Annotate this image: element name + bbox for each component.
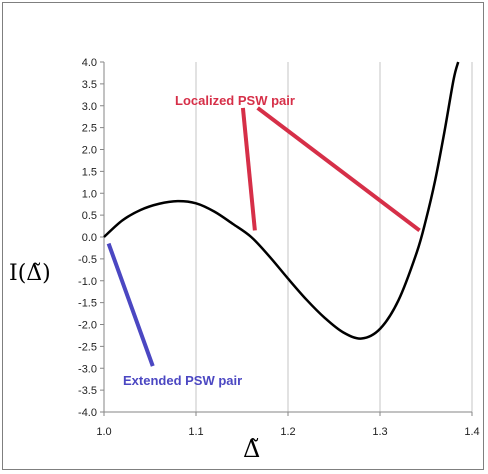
y-tick-label: -3.0 <box>78 363 97 375</box>
y-tick-label: -1.5 <box>78 298 97 310</box>
x-tick-label: 1.4 <box>464 426 479 438</box>
annotation-label: Extended PSW pair <box>123 373 242 388</box>
x-tick-label: 1.2 <box>280 426 295 438</box>
x-tick-labels: 1.0 1.1 1.2 1.3 1.4 <box>96 412 480 438</box>
y-tick-label: 0.0 <box>82 232 97 244</box>
x-axis-label: Δ̃ <box>243 435 260 463</box>
y-tick-label: -1.0 <box>78 276 97 288</box>
y-tick-label: 3.0 <box>82 101 97 113</box>
y-tick-label: -3.5 <box>78 385 97 397</box>
y-tick-labels: 4.0 3.5 3.0 2.5 2.0 1.5 1.0 0.5 0.0 -0.5 -1.0 -1.5 -… <box>78 57 104 419</box>
annotation-pointer <box>256 106 421 233</box>
x-tick-label: 1.1 <box>188 426 203 438</box>
y-tick-label: -4.0 <box>78 407 97 419</box>
series <box>103 61 460 340</box>
x-tick-label: 1.3 <box>372 426 387 438</box>
gridlines <box>195 62 473 412</box>
y-tick-label: -2.0 <box>78 320 97 332</box>
annotation-pointer <box>106 242 155 367</box>
chart-svg: 4.0 3.5 3.0 2.5 2.0 1.5 1.0 0.5 0.0 -0.5 -1.0 -1.5 -… <box>9 57 480 463</box>
y-tick-label: 1.0 <box>82 188 97 200</box>
annotation-pointer <box>240 107 257 231</box>
y-tick-label: 2.0 <box>82 145 97 157</box>
y-tick-label: 2.5 <box>82 123 97 135</box>
y-axis-label: I(Δ̃) <box>9 261 51 286</box>
y-tick-label: -2.5 <box>78 341 97 353</box>
y-tick-label: 0.5 <box>82 210 97 222</box>
annotations: Localized PSW pair Extended PSW pair <box>106 93 421 388</box>
y-tick-label: 3.5 <box>82 79 97 91</box>
annotation-label: Localized PSW pair <box>175 93 295 108</box>
x-tick-label: 1.0 <box>96 426 111 438</box>
y-tick-label: 4.0 <box>82 57 97 69</box>
y-tick-label: -0.5 <box>78 254 97 266</box>
series-line <box>103 61 460 340</box>
y-tick-label: 1.5 <box>82 166 97 178</box>
chart-frame: 4.0 3.5 3.0 2.5 2.0 1.5 1.0 0.5 0.0 -0.5 -1.0 -1.5 -… <box>2 2 484 470</box>
